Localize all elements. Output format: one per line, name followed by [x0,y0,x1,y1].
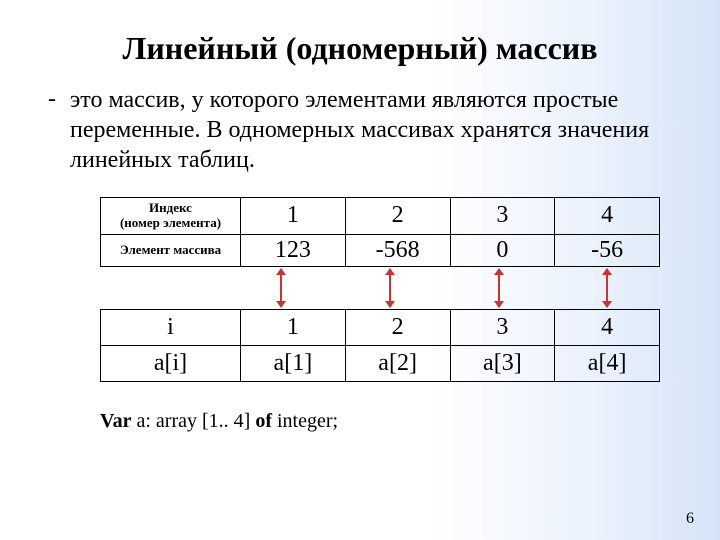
tables-container: Индекс (номер элемента) 1 2 3 4 Элемент … [40,197,680,382]
index-label: Индекс (номер элемента) [101,198,241,235]
element-cell: -56 [555,234,660,266]
table-row: a[i] a[1] a[2] a[3] a[4] [101,345,660,381]
description-row: - это массив, у которого элементами явля… [40,85,680,175]
description-text: это массив, у которого элементами являют… [70,85,680,175]
element-cell: -568 [345,234,450,266]
bullet: - [48,85,56,114]
element-label: Элемент массива [101,234,241,266]
i-label: i [101,309,241,345]
page-number: 6 [686,510,694,528]
index-cell: 4 [555,198,660,235]
notation-table: i 1 2 3 4 a[i] a[1] a[2] a[3] a[4] [100,309,660,382]
ai-cell: a[1] [241,345,346,381]
element-cell: 123 [241,234,346,266]
keyword-var: Var [100,410,131,432]
keyword-of: of [255,410,272,432]
table-row: i 1 2 3 4 [101,309,660,345]
index-cell: 2 [345,198,450,235]
i-cell: 2 [345,309,450,345]
var-declaration: Var a: array [1.. 4] of integer; [40,410,680,433]
table-row: Индекс (номер элемента) 1 2 3 4 [101,198,660,235]
ai-cell: a[3] [450,345,555,381]
ai-label: a[i] [101,345,241,381]
index-cell: 1 [241,198,346,235]
double-arrow-icon [389,269,391,307]
table-row: Элемент массива 123 -568 0 -56 [101,234,660,266]
i-cell: 4 [555,309,660,345]
element-cell: 0 [450,234,555,266]
ai-cell: a[4] [555,345,660,381]
i-cell: 1 [241,309,346,345]
i-cell: 3 [450,309,555,345]
ai-cell: a[2] [345,345,450,381]
double-arrow-icon [498,269,500,307]
arrows-layer [100,267,660,309]
index-element-table: Индекс (номер элемента) 1 2 3 4 Элемент … [100,197,660,267]
double-arrow-icon [280,269,282,307]
page-title: Линейный (одномерный) массив [40,30,680,67]
double-arrow-icon [606,269,608,307]
index-cell: 3 [450,198,555,235]
